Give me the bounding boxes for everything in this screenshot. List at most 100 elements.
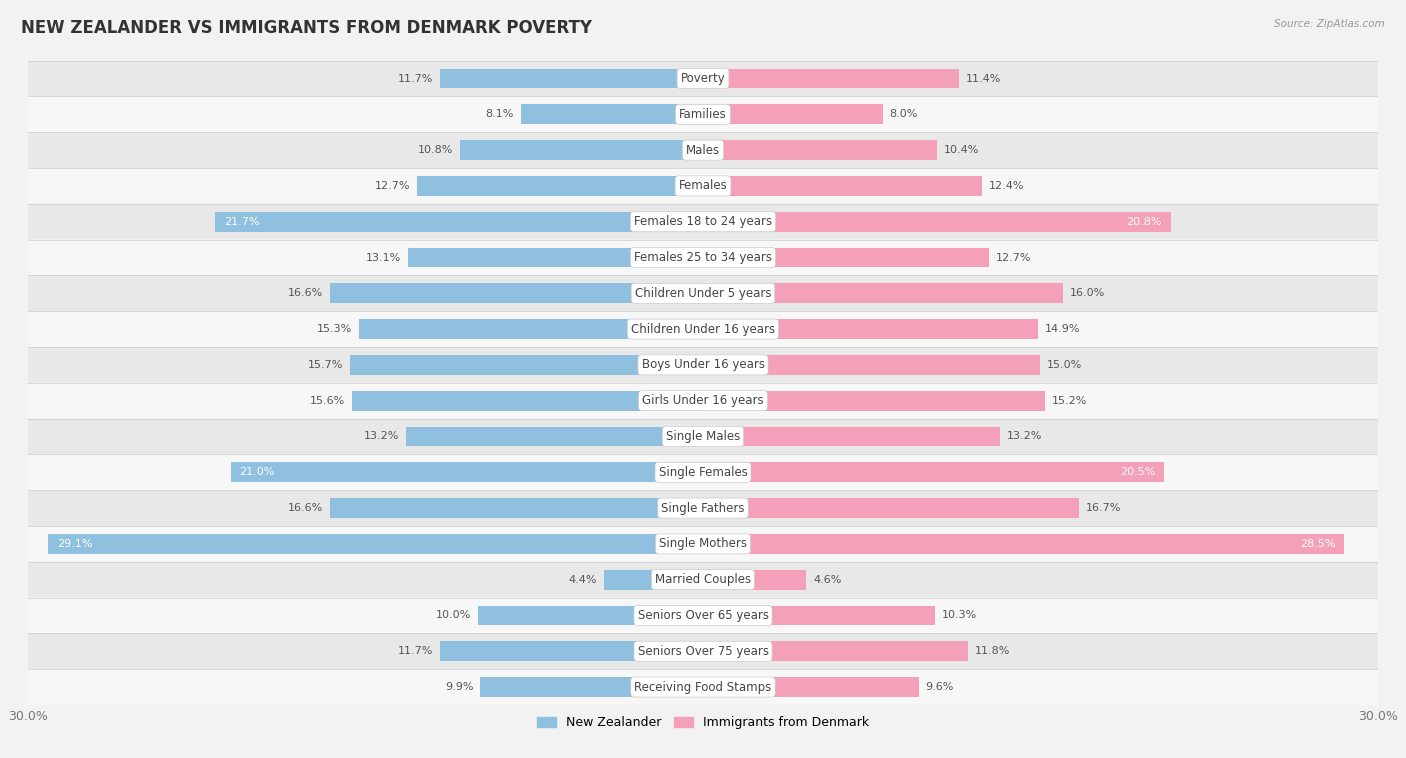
Bar [703,140,936,160]
Text: Families: Families [679,108,727,121]
Text: 13.2%: 13.2% [1007,431,1042,441]
Text: 4.4%: 4.4% [569,575,598,584]
FancyBboxPatch shape [28,383,1378,418]
Text: 12.7%: 12.7% [995,252,1031,262]
FancyBboxPatch shape [28,418,1378,454]
Bar [703,283,1063,303]
Text: 13.1%: 13.1% [367,252,402,262]
Bar [703,427,1000,446]
Bar [703,391,1045,411]
FancyBboxPatch shape [28,634,1378,669]
Text: 15.2%: 15.2% [1052,396,1087,406]
Bar [703,677,920,697]
FancyBboxPatch shape [28,669,1378,705]
Text: 15.0%: 15.0% [1047,360,1083,370]
FancyBboxPatch shape [28,204,1378,240]
FancyBboxPatch shape [28,96,1378,132]
FancyBboxPatch shape [28,168,1378,204]
Text: 28.5%: 28.5% [1299,539,1336,549]
Bar [703,498,1078,518]
Text: Females 18 to 24 years: Females 18 to 24 years [634,215,772,228]
Text: 10.0%: 10.0% [436,610,471,621]
FancyBboxPatch shape [28,454,1378,490]
FancyBboxPatch shape [28,526,1378,562]
Bar [703,534,1344,553]
FancyBboxPatch shape [28,275,1378,312]
Text: Seniors Over 75 years: Seniors Over 75 years [637,645,769,658]
Text: 11.7%: 11.7% [398,647,433,656]
Bar [352,391,703,411]
Bar [359,319,703,339]
Bar [703,355,1040,374]
Text: 16.6%: 16.6% [288,288,323,299]
Text: Single Fathers: Single Fathers [661,502,745,515]
Bar [481,677,703,697]
Bar [350,355,703,374]
Text: 11.8%: 11.8% [976,647,1011,656]
Text: 12.7%: 12.7% [375,181,411,191]
Text: 9.9%: 9.9% [446,682,474,692]
Text: 13.2%: 13.2% [364,431,399,441]
FancyBboxPatch shape [28,240,1378,275]
Bar [478,606,703,625]
Bar [215,212,703,231]
Text: 20.8%: 20.8% [1126,217,1161,227]
Bar [703,212,1171,231]
Bar [329,498,703,518]
Text: Males: Males [686,143,720,157]
Text: 29.1%: 29.1% [58,539,93,549]
Text: Single Males: Single Males [666,430,740,443]
Bar [408,248,703,268]
Text: NEW ZEALANDER VS IMMIGRANTS FROM DENMARK POVERTY: NEW ZEALANDER VS IMMIGRANTS FROM DENMARK… [21,19,592,37]
Text: 16.7%: 16.7% [1085,503,1121,513]
Text: 15.7%: 15.7% [308,360,343,370]
Bar [329,283,703,303]
Text: Children Under 16 years: Children Under 16 years [631,323,775,336]
Bar [460,140,703,160]
FancyBboxPatch shape [28,61,1378,96]
FancyBboxPatch shape [28,490,1378,526]
Bar [703,248,988,268]
Text: Females 25 to 34 years: Females 25 to 34 years [634,251,772,264]
Bar [520,105,703,124]
Text: Females: Females [679,180,727,193]
Text: 4.6%: 4.6% [813,575,842,584]
Legend: New Zealander, Immigrants from Denmark: New Zealander, Immigrants from Denmark [533,711,873,735]
FancyBboxPatch shape [28,312,1378,347]
Bar [231,462,703,482]
Text: Single Females: Single Females [658,465,748,479]
Text: Source: ZipAtlas.com: Source: ZipAtlas.com [1274,19,1385,29]
FancyBboxPatch shape [28,132,1378,168]
Text: 10.8%: 10.8% [418,145,453,155]
Bar [703,606,935,625]
Bar [703,641,969,661]
Text: Children Under 5 years: Children Under 5 years [634,287,772,300]
Text: 10.3%: 10.3% [942,610,977,621]
Text: Single Mothers: Single Mothers [659,537,747,550]
Text: 9.6%: 9.6% [925,682,955,692]
Bar [703,105,883,124]
Text: 15.3%: 15.3% [316,324,352,334]
Text: 11.4%: 11.4% [966,74,1001,83]
Bar [703,462,1164,482]
Bar [703,319,1038,339]
Text: 11.7%: 11.7% [398,74,433,83]
Bar [703,69,959,89]
Text: Poverty: Poverty [681,72,725,85]
Bar [48,534,703,553]
FancyBboxPatch shape [28,562,1378,597]
FancyBboxPatch shape [28,347,1378,383]
Text: Married Couples: Married Couples [655,573,751,586]
Bar [418,176,703,196]
Text: Girls Under 16 years: Girls Under 16 years [643,394,763,407]
Text: 8.0%: 8.0% [890,109,918,119]
Text: Seniors Over 65 years: Seniors Over 65 years [637,609,769,622]
Bar [440,69,703,89]
Text: 20.5%: 20.5% [1119,467,1156,478]
Text: 21.7%: 21.7% [224,217,259,227]
Text: Receiving Food Stamps: Receiving Food Stamps [634,681,772,694]
FancyBboxPatch shape [28,597,1378,634]
Bar [703,176,981,196]
Text: 15.6%: 15.6% [311,396,346,406]
Text: 8.1%: 8.1% [485,109,515,119]
